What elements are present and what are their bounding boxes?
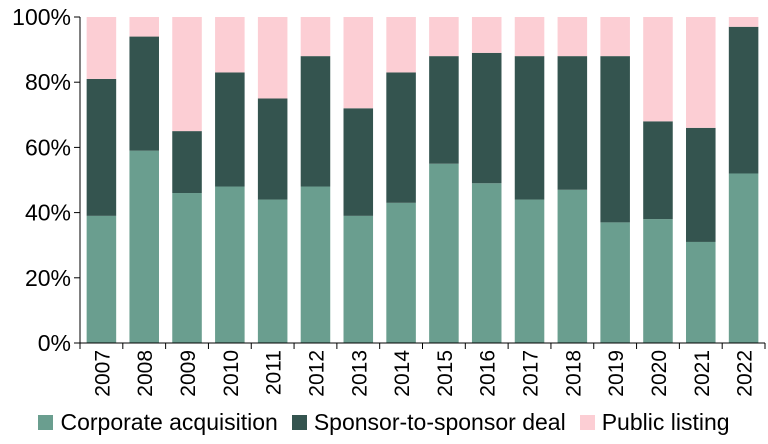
y-tick-label-40: 40% bbox=[25, 200, 71, 226]
bar-2010-series-1 bbox=[215, 72, 245, 187]
bar-2019-series-1 bbox=[600, 56, 630, 223]
x-tick-label-2016: 2016 bbox=[477, 350, 500, 397]
bar-2007-series-2 bbox=[86, 17, 117, 79]
x-tick-label-2015: 2015 bbox=[434, 350, 457, 397]
bar-2014-series-1 bbox=[386, 72, 416, 203]
bar-2020-series-2 bbox=[643, 17, 673, 122]
legend-item-corporate-acquisition: Corporate acquisition bbox=[38, 409, 278, 436]
bar-2021-series-0 bbox=[686, 241, 716, 343]
y-tick-label-80: 80% bbox=[25, 69, 71, 95]
legend-label-public-listing: Public listing bbox=[601, 409, 730, 435]
bar-2010-series-2 bbox=[215, 17, 245, 73]
x-tick-label-2019: 2019 bbox=[605, 350, 628, 397]
bar-2009-series-2 bbox=[172, 17, 202, 132]
bar-2014-series-2 bbox=[386, 17, 416, 73]
legend-label-sponsor-to-sponsor-deal: Sponsor-to-sponsor deal bbox=[313, 409, 566, 435]
x-tick-label-2011: 2011 bbox=[263, 350, 286, 395]
y-tick-label-0: 0% bbox=[38, 330, 71, 356]
bar-2009-series-0 bbox=[172, 193, 202, 343]
bar-2015-series-1 bbox=[429, 56, 459, 164]
x-tick-label-2008: 2008 bbox=[134, 350, 157, 397]
bar-2016-series-0 bbox=[471, 183, 502, 343]
bar-2016-series-2 bbox=[471, 17, 502, 53]
bar-2015-series-0 bbox=[429, 163, 459, 343]
bar-2015-series-2 bbox=[429, 17, 459, 57]
legend-swatch-public-listing bbox=[579, 415, 595, 430]
x-tick-label-2012: 2012 bbox=[305, 350, 328, 397]
legend-label-corporate-acquisition: Corporate acquisition bbox=[60, 409, 278, 435]
bar-2018-series-2 bbox=[557, 17, 588, 57]
bar-2020-series-0 bbox=[643, 219, 673, 343]
bar-2012-series-0 bbox=[300, 186, 331, 343]
bar-2009-series-1 bbox=[172, 131, 202, 194]
bar-2022-series-2 bbox=[728, 17, 759, 27]
x-tick-label-2014: 2014 bbox=[391, 350, 414, 397]
x-tick-label-2022: 2022 bbox=[734, 350, 757, 397]
bar-2019-series-0 bbox=[600, 222, 630, 343]
bar-2012-series-1 bbox=[300, 56, 331, 187]
bar-2016-series-1 bbox=[471, 52, 502, 184]
bar-2007-series-1 bbox=[86, 78, 117, 216]
bar-2022-series-1 bbox=[728, 26, 759, 174]
x-tick-label-2007: 2007 bbox=[91, 350, 114, 397]
x-tick-label-2020: 2020 bbox=[648, 350, 671, 397]
legend-item-sponsor-to-sponsor-deal: Sponsor-to-sponsor deal bbox=[291, 409, 566, 436]
legend-item-public-listing: Public listing bbox=[579, 409, 730, 436]
bar-2013-series-0 bbox=[343, 215, 374, 343]
legend-swatch-corporate-acquisition bbox=[38, 415, 54, 430]
bar-2012-series-2 bbox=[300, 17, 331, 57]
x-tick-label-2017: 2017 bbox=[520, 350, 543, 397]
bar-2011-series-0 bbox=[257, 199, 288, 343]
legend-swatch-sponsor-to-sponsor-deal bbox=[291, 415, 307, 430]
y-tick-label-100: 100% bbox=[12, 4, 71, 30]
bar-2017-series-0 bbox=[514, 199, 545, 343]
x-tick-label-2009: 2009 bbox=[177, 350, 200, 397]
bar-2007-series-0 bbox=[86, 215, 117, 343]
legend: Corporate acquisition Sponsor-to-sponsor… bbox=[0, 406, 768, 439]
bar-2020-series-1 bbox=[643, 121, 673, 220]
bar-2008-series-2 bbox=[129, 17, 159, 37]
x-tick-label-2013: 2013 bbox=[348, 350, 371, 397]
bar-2021-series-1 bbox=[686, 127, 716, 242]
bar-2011-series-1 bbox=[257, 98, 288, 200]
bar-2018-series-1 bbox=[557, 56, 588, 190]
bar-2008-series-1 bbox=[129, 36, 159, 151]
x-tick-label-2021: 2021 bbox=[691, 350, 714, 397]
y-tick-label-20: 20% bbox=[25, 265, 71, 291]
bar-2013-series-2 bbox=[343, 17, 374, 109]
bar-2010-series-0 bbox=[215, 186, 245, 343]
bar-2011-series-2 bbox=[257, 17, 288, 99]
bar-2018-series-0 bbox=[557, 189, 588, 343]
bar-2017-series-1 bbox=[514, 56, 545, 200]
bar-2019-series-2 bbox=[600, 17, 630, 57]
x-tick-label-2010: 2010 bbox=[220, 350, 243, 397]
y-tick-label-60: 60% bbox=[25, 134, 71, 160]
bar-2013-series-1 bbox=[343, 108, 374, 216]
bar-2021-series-2 bbox=[686, 17, 716, 128]
bar-2008-series-0 bbox=[129, 150, 159, 343]
bar-2017-series-2 bbox=[514, 17, 545, 57]
bar-2022-series-0 bbox=[728, 173, 759, 343]
x-tick-label-2018: 2018 bbox=[562, 350, 585, 397]
bar-2014-series-0 bbox=[386, 202, 416, 343]
